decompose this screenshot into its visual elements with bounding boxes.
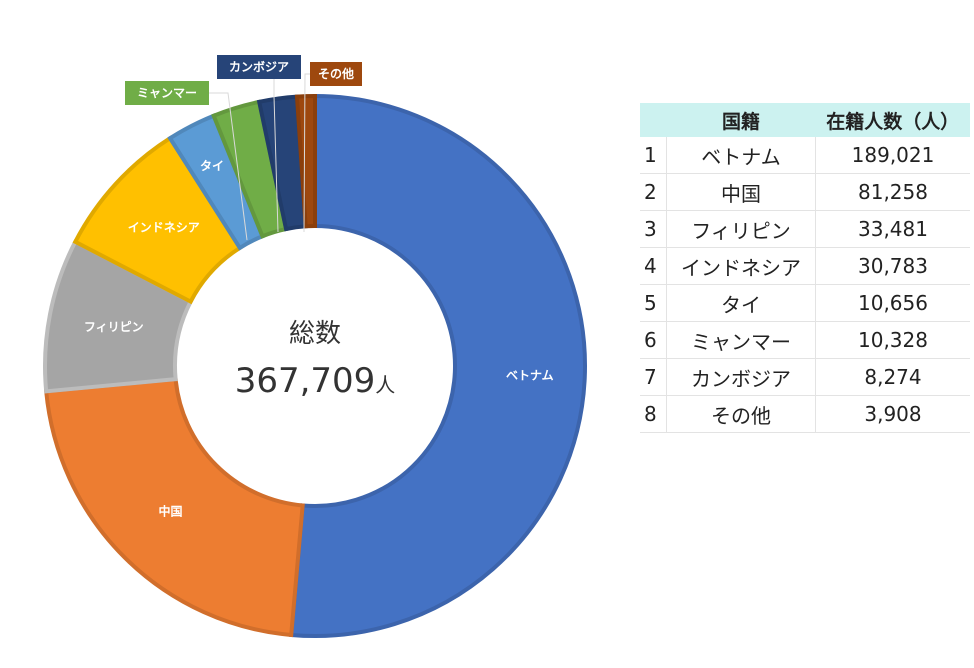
- slice-label-5: タイ: [200, 159, 224, 173]
- callout-box-3: [310, 62, 362, 86]
- rank-cell: 7: [640, 358, 667, 396]
- slice-label-1: ベトナム: [506, 368, 554, 382]
- nationality-cell: ミャンマー: [666, 321, 816, 359]
- center-total-group: 367,709人: [235, 361, 396, 401]
- slice-label-2: 中国: [158, 503, 182, 518]
- callout-leader-2: [273, 79, 279, 233]
- table-row: 1 ベトナム 189,021: [640, 137, 970, 174]
- table-row: 7 カンボジア 8,274: [640, 358, 970, 396]
- slice-label-4: インドネシア: [128, 221, 200, 235]
- center-total: 367,709: [235, 361, 376, 401]
- count-cell: 33,481: [815, 210, 970, 248]
- count-cell: 81,258: [815, 173, 970, 211]
- table-row: 6 ミャンマー 10,328: [640, 321, 970, 359]
- count-cell: 189,021: [815, 137, 970, 174]
- callout-box-1: [125, 81, 209, 105]
- slice-1: [289, 93, 587, 638]
- rank-cell: 3: [640, 210, 667, 248]
- table-row: 8 その他 3,908: [640, 395, 970, 433]
- nationality-table: 国籍 在籍人数（人） 1 ベトナム 189,021 2 中国 81,258 3 フィリピン…: [640, 103, 970, 433]
- header-count: 在籍人数（人）: [815, 103, 970, 137]
- callout-box-2: [217, 55, 301, 79]
- callout-label-1: ミャンマー: [137, 86, 197, 100]
- rank-cell: 5: [640, 284, 667, 322]
- callout-labels: ミャンマー カンボジア その他: [125, 55, 362, 241]
- count-cell: 10,656: [815, 284, 970, 322]
- center-unit: 人: [375, 373, 395, 397]
- table-header-row: 国籍 在籍人数（人）: [640, 103, 970, 137]
- rank-cell: 2: [640, 173, 667, 211]
- rank-cell: 4: [640, 247, 667, 285]
- nationality-cell: カンボジア: [666, 358, 816, 396]
- nationality-cell: タイ: [666, 284, 816, 322]
- rank-cell: 6: [640, 321, 667, 359]
- callout-label-2: カンボジア: [229, 59, 289, 74]
- nationality-cell: インドネシア: [666, 247, 816, 285]
- count-cell: 10,328: [815, 321, 970, 359]
- table-row: 5 タイ 10,656: [640, 284, 970, 322]
- nationality-cell: ベトナム: [666, 137, 816, 174]
- header-nationality: 国籍: [666, 103, 816, 137]
- nationality-cell: フィリピン: [666, 210, 816, 248]
- callout-leader-3: [303, 73, 312, 233]
- slice-label-3: フィリピン: [84, 320, 144, 334]
- slice-2: [44, 376, 305, 638]
- slice-8: [294, 93, 317, 229]
- callout-leader-1: [207, 92, 248, 241]
- table-row: 3 フィリピン 33,481: [640, 210, 970, 248]
- donut-slices: [43, 93, 587, 638]
- table-row: 4 インドネシア 30,783: [640, 247, 970, 285]
- header-rank: [640, 103, 667, 137]
- center-title: 総数: [289, 319, 341, 349]
- rank-cell: 1: [640, 137, 667, 174]
- nationality-cell: その他: [666, 395, 816, 433]
- rank-cell: 8: [640, 395, 667, 433]
- count-cell: 3,908: [815, 395, 970, 433]
- count-cell: 30,783: [815, 247, 970, 285]
- count-cell: 8,274: [815, 358, 970, 396]
- nationality-cell: 中国: [666, 173, 816, 211]
- callout-label-3: その他: [318, 66, 354, 81]
- table-row: 2 中国 81,258: [640, 173, 970, 211]
